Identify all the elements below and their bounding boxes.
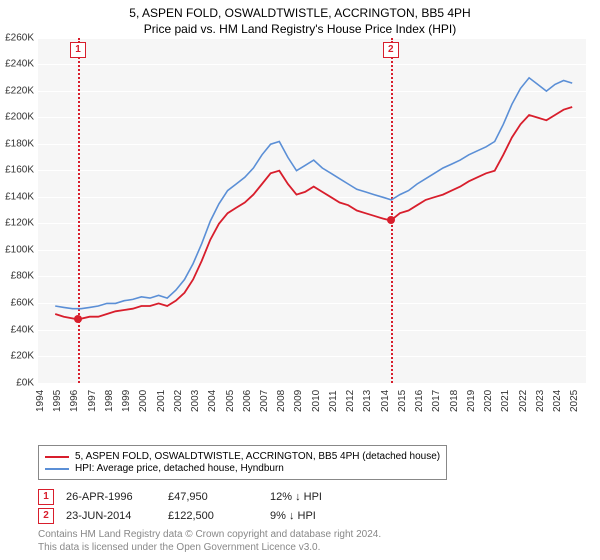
x-tick-label: 2019	[466, 389, 477, 411]
footer: Contains HM Land Registry data © Crown c…	[38, 529, 381, 554]
note-pct: 12% ↓ HPI	[270, 491, 360, 503]
chart-area: 12 £0K£20K£40K£60K£80K£100K£120K£140K£16…	[38, 38, 598, 408]
y-tick-label: £60K	[11, 297, 34, 308]
chart-subtitle: Price paid vs. HM Land Registry's House …	[0, 22, 600, 38]
x-tick-label: 2009	[293, 389, 304, 411]
y-tick-label: £160K	[5, 165, 34, 176]
y-tick-label: £0K	[16, 377, 34, 388]
x-tick-label: 1995	[52, 389, 63, 411]
y-tick-label: £120K	[5, 218, 34, 229]
legend-item: HPI: Average price, detached house, Hynd…	[45, 463, 440, 474]
x-tick-label: 2017	[431, 389, 442, 411]
x-tick-label: 2020	[483, 389, 494, 411]
x-tick-label: 1994	[35, 389, 46, 411]
legend: 5, ASPEN FOLD, OSWALDTWISTLE, ACCRINGTON…	[38, 445, 447, 480]
legend-label: 5, ASPEN FOLD, OSWALDTWISTLE, ACCRINGTON…	[75, 451, 440, 462]
y-tick-label: £180K	[5, 138, 34, 149]
x-tick-label: 2001	[156, 389, 167, 411]
x-tick-label: 2024	[552, 389, 563, 411]
note-price: £47,950	[168, 491, 258, 503]
x-tick-label: 1998	[104, 389, 115, 411]
x-tick-label: 2005	[225, 389, 236, 411]
y-tick-label: £260K	[5, 32, 34, 43]
footer-line1: Contains HM Land Registry data © Crown c…	[38, 529, 381, 542]
note-price: £122,500	[168, 510, 258, 522]
x-tick-label: 1997	[87, 389, 98, 411]
x-tick-label: 2007	[259, 389, 270, 411]
y-tick-label: £220K	[5, 85, 34, 96]
x-tick-label: 2025	[569, 389, 580, 411]
y-tick-label: £240K	[5, 59, 34, 70]
x-tick-label: 2016	[414, 389, 425, 411]
note-marker: 1	[38, 489, 54, 505]
y-tick-label: £20K	[11, 351, 34, 362]
x-tick-label: 1999	[121, 389, 132, 411]
note-date: 23-JUN-2014	[66, 510, 156, 522]
x-tick-label: 2011	[328, 390, 339, 412]
x-tick-label: 2014	[380, 389, 391, 411]
x-tick-label: 2004	[207, 389, 218, 411]
sale-notes: 1 26-APR-1996 £47,950 12% ↓ HPI 2 23-JUN-2014…	[38, 486, 360, 527]
x-tick-label: 2018	[449, 389, 460, 411]
x-tick-label: 2023	[535, 389, 546, 411]
x-tick-label: 2006	[242, 389, 253, 411]
note-marker: 2	[38, 508, 54, 524]
x-tick-label: 2008	[276, 389, 287, 411]
series-hpi	[55, 77, 572, 308]
x-tick-label: 2022	[518, 389, 529, 411]
x-tick-label: 2010	[311, 389, 322, 411]
x-tick-label: 2003	[190, 389, 201, 411]
chart-lines	[38, 38, 586, 383]
note-date: 26-APR-1996	[66, 491, 156, 503]
x-tick-label: 2013	[362, 389, 373, 411]
note-row: 1 26-APR-1996 £47,950 12% ↓ HPI	[38, 489, 360, 505]
legend-label: HPI: Average price, detached house, Hynd…	[75, 463, 284, 474]
legend-swatch	[45, 468, 69, 470]
note-row: 2 23-JUN-2014 £122,500 9% ↓ HPI	[38, 508, 360, 524]
x-tick-label: 2015	[397, 389, 408, 411]
x-tick-label: 2012	[345, 389, 356, 411]
legend-item: 5, ASPEN FOLD, OSWALDTWISTLE, ACCRINGTON…	[45, 451, 440, 462]
y-tick-label: £200K	[5, 112, 34, 123]
footer-line2: This data is licensed under the Open Gov…	[38, 542, 381, 555]
y-tick-label: £80K	[11, 271, 34, 282]
y-tick-label: £140K	[5, 191, 34, 202]
x-tick-label: 1996	[69, 389, 80, 411]
y-tick-label: £40K	[11, 324, 34, 335]
x-tick-label: 2000	[138, 389, 149, 411]
chart-title: 5, ASPEN FOLD, OSWALDTWISTLE, ACCRINGTON…	[0, 0, 600, 22]
legend-swatch	[45, 456, 69, 458]
x-tick-label: 2002	[173, 389, 184, 411]
note-pct: 9% ↓ HPI	[270, 510, 360, 522]
series-price_paid	[55, 107, 572, 319]
x-tick-label: 2021	[500, 389, 511, 411]
y-tick-label: £100K	[5, 244, 34, 255]
